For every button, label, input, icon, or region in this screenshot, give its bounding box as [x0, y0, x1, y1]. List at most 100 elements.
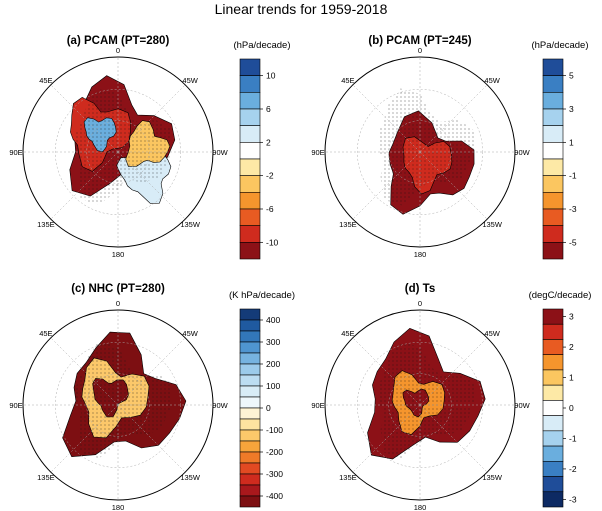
colorbar-swatch — [542, 308, 564, 325]
colorbar-tick-label: 5 — [569, 71, 574, 81]
colorbar-swatch — [239, 341, 261, 354]
colorbar-swatch — [239, 418, 261, 431]
latitude-circle — [55, 342, 181, 468]
longitude-label: 90E — [311, 148, 324, 157]
colorbar-swatch — [239, 58, 261, 76]
longitude-label: 135W — [180, 473, 201, 482]
longitude-label: 0 — [116, 299, 120, 308]
latitude-circle — [357, 89, 483, 215]
colorbar-swatch — [542, 430, 564, 447]
colorbar-tick-label: -300 — [266, 469, 283, 479]
colorbar-swatch — [542, 225, 564, 243]
colorbar-tick-label: -2 — [569, 464, 577, 474]
longitude-label: 135W — [482, 220, 503, 229]
colorbar-swatch — [239, 440, 261, 453]
colorbar-swatch — [239, 407, 261, 420]
significance-stipple — [75, 341, 173, 459]
colorbar-swatch — [542, 323, 564, 340]
colorbar-swatch — [542, 158, 564, 176]
latitude-circle — [357, 342, 483, 468]
longitude-label: 90W — [212, 148, 228, 157]
longitude-label: 90E — [311, 401, 324, 410]
colorbar-tick-label: -200 — [266, 447, 283, 457]
colorbar-tick-label: 2 — [266, 137, 271, 147]
colorbar-tick-label: -1 — [569, 171, 577, 181]
colorbar-swatch — [239, 319, 261, 332]
colorbar-tick-label: 3 — [569, 104, 574, 114]
colorbar-swatch — [239, 330, 261, 343]
colorbar-swatch — [542, 369, 564, 386]
colorbar-swatch — [239, 125, 261, 143]
latitude-circle — [388, 120, 452, 184]
longitude-label: 0 — [116, 46, 120, 55]
map-field — [325, 57, 515, 247]
longitude-label: 45W — [484, 329, 500, 338]
longitude-label: 90W — [212, 401, 228, 410]
latitude-circle — [86, 373, 150, 437]
colorbar-tick-label: 1 — [569, 373, 574, 383]
significance-stipple — [377, 88, 475, 206]
colorbar-swatch — [239, 484, 261, 497]
longitude-label: 135W — [180, 220, 201, 229]
colorbar-swatch — [239, 108, 261, 126]
longitude-label: 90W — [514, 148, 530, 157]
colorbar-tick-label: -5 — [569, 237, 577, 247]
colorbar-swatch — [542, 75, 564, 93]
panel-a: (a) PCAM (PT=280)0 45W 90W 135W 180 135E 90E 45… — [9, 35, 291, 260]
colorbar-swatch — [239, 308, 261, 321]
longitude-label: 45E — [341, 76, 354, 85]
colorbar-tick-label: -100 — [266, 425, 283, 435]
longitude-label: 90E — [9, 401, 22, 410]
colorbar-swatch — [239, 158, 261, 176]
colorbar-swatch — [239, 451, 261, 464]
significance-stipple — [377, 341, 475, 459]
colorbar-swatch — [542, 476, 564, 493]
colorbar-swatch — [542, 92, 564, 110]
colorbar-tick-label: 1 — [569, 137, 574, 147]
map-field — [23, 310, 213, 500]
colorbar-unit-label: (degC/decade) — [529, 290, 592, 301]
colorbar-swatch — [542, 415, 564, 432]
longitude-label: 135E — [339, 220, 357, 229]
panel-group: (a) PCAM (PT=280)045W90W135W180135E90E45… — [9, 35, 591, 511]
map-field — [325, 310, 515, 500]
longitude-label: 135E — [339, 473, 357, 482]
colorbar-swatch — [239, 92, 261, 110]
longitude-label: 135E — [37, 473, 55, 482]
longitude-label: 180 — [414, 503, 427, 511]
figure-title: Linear trends for 1959-2018 — [215, 1, 388, 17]
colorbar-swatch — [239, 225, 261, 243]
colorbar-swatch — [542, 384, 564, 401]
significance-stipple — [75, 88, 173, 206]
longitude-label: 45W — [182, 329, 198, 338]
longitude-label: 180 — [112, 250, 125, 259]
colorbar-tick-label: 300 — [266, 337, 280, 347]
longitude-label: 45E — [39, 76, 52, 85]
panel-title: (b) PCAM (PT=245) — [368, 35, 471, 47]
colorbar-swatch — [239, 374, 261, 387]
colorbar-tick-label: 2 — [569, 342, 574, 352]
colorbar-tick-label: 10 — [266, 71, 276, 81]
colorbar-tick-label: 6 — [266, 104, 271, 114]
colorbar-unit-label: (K hPa/decade) — [229, 290, 295, 301]
panel-title: (d) Ts — [405, 283, 435, 295]
longitude-label: 45W — [182, 76, 198, 85]
longitude-label: 45W — [484, 76, 500, 85]
colorbar-swatch — [239, 242, 261, 260]
colorbar-swatch — [542, 192, 564, 210]
colorbar-swatch — [542, 208, 564, 226]
colorbar-swatch — [239, 462, 261, 475]
colorbar-swatch — [542, 445, 564, 462]
longitude-label: 0 — [418, 46, 422, 55]
longitude-label: 45E — [341, 329, 354, 338]
colorbar-swatch — [239, 75, 261, 93]
colorbar-swatch — [239, 208, 261, 226]
colorbar-unit-label: (hPa/decade) — [233, 40, 290, 51]
colorbar-swatch — [542, 354, 564, 371]
colorbar-swatch — [542, 142, 564, 160]
colorbar-swatch — [239, 429, 261, 442]
colorbar-swatch — [542, 108, 564, 126]
longitude-label: 90E — [9, 148, 22, 157]
colorbar-tick-label: -400 — [266, 491, 283, 501]
colorbar-swatch — [239, 363, 261, 376]
